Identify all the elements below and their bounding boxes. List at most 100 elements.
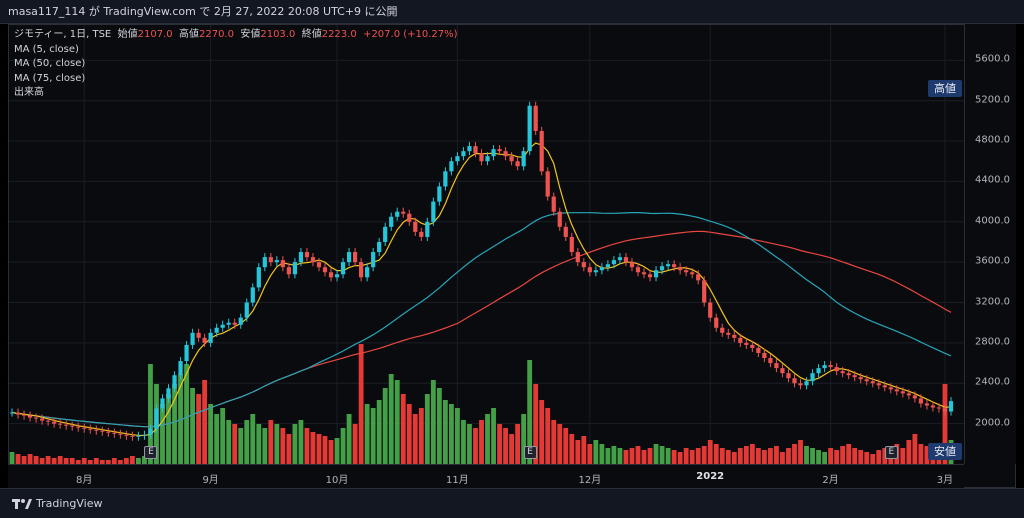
volume-bar bbox=[485, 414, 490, 464]
candle-body bbox=[238, 317, 243, 325]
candle-body bbox=[738, 337, 743, 343]
volume-bar bbox=[515, 424, 521, 464]
volume-bar bbox=[370, 408, 376, 464]
candle-body bbox=[539, 130, 544, 172]
time-tick-label: 11月 bbox=[446, 475, 469, 486]
candle-body bbox=[334, 274, 340, 278]
candle-body bbox=[172, 375, 177, 389]
volume-bar bbox=[436, 388, 442, 464]
volume-bar bbox=[629, 448, 635, 464]
candle-body bbox=[840, 371, 845, 374]
volume-bar bbox=[882, 448, 888, 464]
candle-body bbox=[70, 425, 75, 427]
volume-bar bbox=[172, 384, 177, 464]
ma50-line bbox=[11, 212, 952, 428]
volume-bar bbox=[262, 428, 268, 464]
volume-bar bbox=[51, 458, 57, 464]
candle-body bbox=[822, 365, 827, 369]
volume-bar bbox=[81, 458, 87, 464]
candle-body bbox=[858, 377, 863, 380]
earnings-marker[interactable]: E bbox=[144, 446, 158, 459]
candle-body bbox=[58, 423, 63, 425]
legend-ma5[interactable]: MA (5, close) bbox=[14, 43, 79, 55]
candle-body bbox=[653, 270, 659, 278]
candle-body bbox=[684, 270, 689, 273]
time-tick-label: 2月 bbox=[822, 475, 839, 486]
candle-body bbox=[76, 426, 81, 428]
volume-bar bbox=[448, 404, 454, 464]
volume-bar bbox=[340, 428, 346, 464]
volume-bar bbox=[761, 450, 767, 464]
volume-bar bbox=[148, 364, 153, 464]
candle-body bbox=[226, 322, 231, 325]
volume-bar bbox=[129, 456, 135, 464]
volume-bar bbox=[220, 408, 226, 464]
volume-bar bbox=[551, 420, 557, 464]
candle-body bbox=[124, 434, 129, 436]
candle-body bbox=[527, 105, 532, 152]
volume-bar bbox=[503, 428, 508, 464]
volume-bar bbox=[105, 460, 111, 464]
candle-body bbox=[924, 403, 930, 406]
time-tick-label: 12月 bbox=[578, 475, 602, 486]
candle-body bbox=[768, 358, 773, 364]
price-tick-label: 5200.0 bbox=[975, 94, 1010, 106]
candle-body bbox=[33, 417, 39, 419]
volume-bar bbox=[587, 444, 593, 464]
candle-body bbox=[678, 267, 683, 271]
candle-body bbox=[551, 196, 556, 212]
candle-body bbox=[575, 252, 580, 263]
volume-bar bbox=[713, 444, 719, 464]
volume-bar bbox=[497, 424, 502, 464]
candle-body bbox=[166, 388, 171, 399]
candle-body bbox=[461, 151, 466, 157]
volume-bar bbox=[232, 424, 238, 464]
legend-symbol[interactable]: ジモティー, 1日, TSE bbox=[14, 29, 112, 40]
volume-bar bbox=[136, 458, 141, 464]
candle-body bbox=[244, 302, 249, 318]
candle-body bbox=[708, 302, 713, 318]
volume-bar bbox=[924, 446, 930, 464]
candle-body bbox=[503, 151, 508, 157]
volume-bar bbox=[834, 450, 840, 464]
candle-body bbox=[599, 267, 604, 271]
time-tick-label: 8月 bbox=[76, 475, 93, 486]
earnings-marker[interactable]: E bbox=[523, 446, 537, 459]
candle-body bbox=[473, 146, 478, 154]
volume-bar bbox=[942, 384, 948, 464]
earnings-marker[interactable]: E bbox=[884, 446, 898, 459]
tradingview-brand[interactable]: TradingView bbox=[36, 497, 103, 510]
volume-bar bbox=[665, 448, 671, 464]
volume-bar bbox=[743, 446, 749, 464]
candle-body bbox=[587, 267, 592, 273]
volume-bar bbox=[731, 452, 737, 464]
candle-body bbox=[274, 260, 279, 263]
volume-bar bbox=[394, 380, 400, 464]
volume-bar bbox=[87, 460, 93, 464]
volume-bar bbox=[244, 420, 250, 464]
legend-volume[interactable]: 出来高 bbox=[14, 87, 44, 98]
volume-bar bbox=[635, 446, 641, 464]
price-tick-label: 4800.0 bbox=[975, 134, 1010, 146]
volume-bar bbox=[545, 408, 551, 464]
volume-bar bbox=[774, 446, 779, 464]
candle-body bbox=[557, 211, 562, 227]
price-axis[interactable]: 5600.0 5200.0 4800.0 4400.0 4000.0 3600.0 3200… bbox=[964, 24, 1016, 464]
volume-bar bbox=[479, 420, 484, 464]
candle-body bbox=[497, 149, 502, 152]
candle-body bbox=[894, 389, 899, 392]
candle-body bbox=[912, 395, 917, 399]
volume-bar bbox=[196, 394, 202, 464]
candle-body bbox=[665, 264, 671, 267]
legend-ma75[interactable]: MA (75, close) bbox=[14, 72, 86, 84]
time-axis[interactable]: 8月 9月 10月 11月 12月 2022 2月 3月 bbox=[8, 464, 964, 488]
legend-ma50[interactable]: MA (50, close) bbox=[14, 58, 86, 69]
candle-body bbox=[208, 332, 213, 343]
candle-body bbox=[196, 332, 201, 338]
candle-body bbox=[605, 264, 611, 268]
candle-body bbox=[786, 373, 791, 379]
volume-bar bbox=[828, 448, 834, 464]
candle-body bbox=[437, 186, 442, 202]
candle-body bbox=[545, 171, 550, 197]
volume-bar bbox=[509, 434, 515, 464]
